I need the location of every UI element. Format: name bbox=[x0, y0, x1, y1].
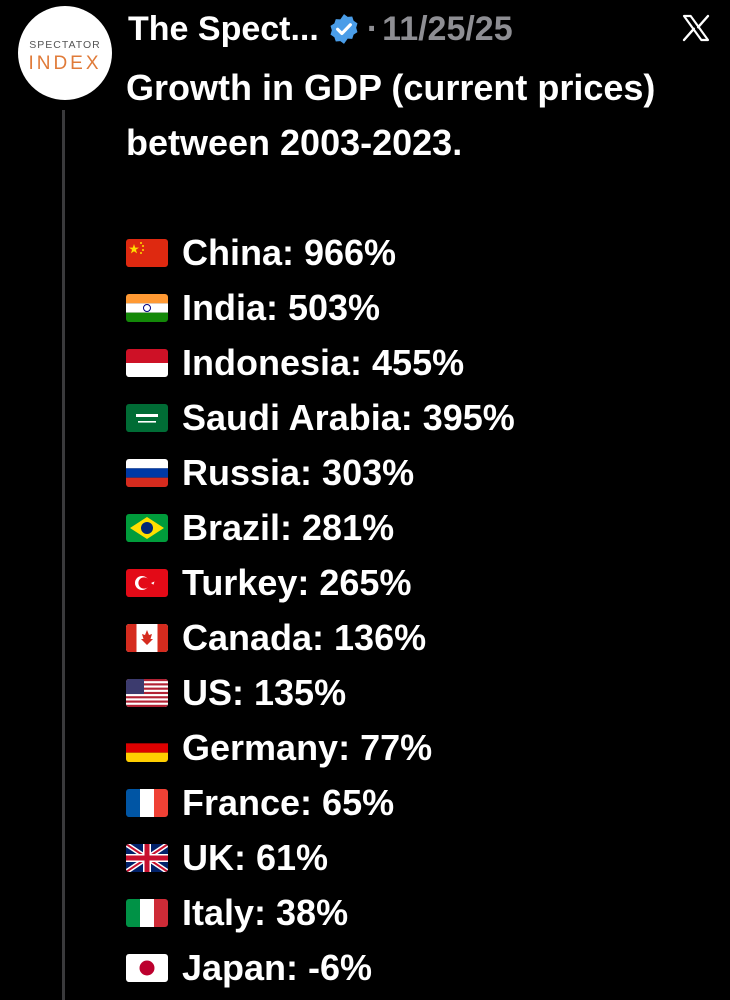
country-growth-label: Germany: 77% bbox=[182, 727, 433, 768]
country-growth-label: Italy: 38% bbox=[182, 892, 349, 933]
country-growth-label: US: 135% bbox=[182, 672, 347, 713]
list-item: Saudi Arabia: 395% bbox=[126, 390, 716, 445]
post-header: The Spect... · 11/25/25 bbox=[128, 6, 716, 52]
x-logo-icon[interactable] bbox=[680, 12, 712, 49]
list-item: Turkey: 265% bbox=[126, 555, 716, 610]
avatar-brand-bottom: INDEX bbox=[28, 53, 101, 74]
list-item: Italy: 38% bbox=[126, 885, 716, 940]
flag-it-icon bbox=[126, 898, 182, 927]
list-item: US: 135% bbox=[126, 665, 716, 720]
author-name[interactable]: The Spect... bbox=[128, 9, 319, 48]
flag-de-icon bbox=[126, 733, 182, 762]
flag-in-icon bbox=[126, 293, 182, 322]
country-growth-label: Japan: -6% bbox=[182, 947, 373, 988]
list-item: Brazil: 281% bbox=[126, 500, 716, 555]
separator-dot: · bbox=[366, 9, 379, 48]
country-growth-label: France: 65% bbox=[182, 782, 395, 823]
country-growth-label: Canada: 136% bbox=[182, 617, 427, 658]
list-item: UK: 61% bbox=[126, 830, 716, 885]
country-growth-label: Indonesia: 455% bbox=[182, 342, 465, 383]
flag-ca-icon bbox=[126, 623, 182, 652]
country-growth-label: China: 966% bbox=[182, 232, 397, 273]
flag-gb-icon bbox=[126, 843, 182, 872]
post-headline: Growth in GDP (current prices) between 2… bbox=[126, 67, 656, 163]
country-growth-label: Russia: 303% bbox=[182, 452, 415, 493]
gdp-growth-list: China: 966% India: 503% Indonesia: 455% Sau… bbox=[126, 225, 716, 995]
flag-fr-icon bbox=[126, 788, 182, 817]
list-item: China: 966% bbox=[126, 225, 716, 280]
country-growth-label: UK: 61% bbox=[182, 837, 329, 878]
country-growth-label: Brazil: 281% bbox=[182, 507, 395, 548]
list-item: Indonesia: 455% bbox=[126, 335, 716, 390]
avatar[interactable]: SPECTATOR INDEX bbox=[18, 6, 112, 100]
flag-cn-icon bbox=[126, 238, 182, 267]
list-item: Russia: 303% bbox=[126, 445, 716, 500]
thread-line bbox=[62, 110, 65, 1000]
flag-sa-icon bbox=[126, 403, 182, 432]
list-item: France: 65% bbox=[126, 775, 716, 830]
flag-id-icon bbox=[126, 348, 182, 377]
flag-us-icon bbox=[126, 678, 182, 707]
country-growth-label: Turkey: 265% bbox=[182, 562, 412, 603]
flag-ru-icon bbox=[126, 458, 182, 487]
country-growth-label: Saudi Arabia: 395% bbox=[182, 397, 515, 438]
avatar-brand-top: SPECTATOR bbox=[29, 39, 100, 51]
post-body: Growth in GDP (current prices) between 2… bbox=[126, 60, 716, 995]
list-item: Japan: -6% bbox=[126, 940, 716, 995]
verified-badge-icon bbox=[327, 12, 361, 46]
spectator-index-logo: SPECTATOR INDEX bbox=[28, 39, 101, 74]
flag-br-icon bbox=[126, 513, 182, 542]
flag-jp-icon bbox=[126, 953, 182, 982]
post-date[interactable]: 11/25/25 bbox=[382, 9, 513, 48]
list-item: Canada: 136% bbox=[126, 610, 716, 665]
list-item: India: 503% bbox=[126, 280, 716, 335]
list-item: Germany: 77% bbox=[126, 720, 716, 775]
flag-tr-icon bbox=[126, 568, 182, 597]
country-growth-label: India: 503% bbox=[182, 287, 381, 328]
